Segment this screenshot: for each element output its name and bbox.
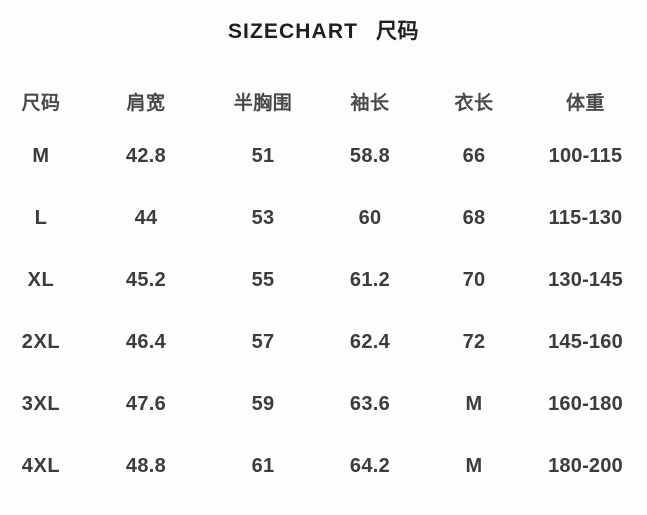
cell-size: M <box>32 144 50 167</box>
cell-sleeve: 63.6 <box>349 392 391 415</box>
cell-size: XL <box>27 268 55 291</box>
cell-shoulder: 48.8 <box>125 454 167 477</box>
cell-shoulder: 45.2 <box>125 268 167 291</box>
cell-length: M <box>465 392 483 415</box>
cell-weight: 180-200 <box>548 454 623 477</box>
column-header-sleeve: 袖长 <box>350 93 390 114</box>
page-title-cjk: 尺码 <box>376 20 420 43</box>
column-header-weight: 体重 <box>565 93 605 114</box>
cell-half-chest: 61 <box>251 454 275 477</box>
cell-length: M <box>465 454 483 477</box>
size-chart-table: 尺码 肩宽 半胸围 袖长 衣长 体重 M 42.8 51 58.8 66 100… <box>0 78 647 497</box>
column-header-size: 尺码 <box>21 93 61 114</box>
table-row: L 44 53 60 68 115-130 <box>0 187 647 249</box>
cell-half-chest: 59 <box>251 392 275 415</box>
cell-length: 72 <box>462 330 486 353</box>
column-header-half-chest: 半胸围 <box>233 93 293 114</box>
cell-size: L <box>34 206 48 229</box>
cell-half-chest: 51 <box>251 144 275 167</box>
cell-shoulder: 46.4 <box>125 330 167 353</box>
table-row: 2XL 46.4 57 62.4 72 145-160 <box>0 311 647 373</box>
column-header-shoulder: 肩宽 <box>126 93 166 114</box>
table-row: 3XL 47.6 59 63.6 M 160-180 <box>0 373 647 435</box>
cell-shoulder: 44 <box>134 206 158 229</box>
cell-sleeve: 61.2 <box>349 268 391 291</box>
cell-weight: 130-145 <box>548 268 623 291</box>
table-header-row: 尺码 肩宽 半胸围 袖长 衣长 体重 <box>0 78 647 125</box>
cell-length: 70 <box>462 268 486 291</box>
cell-shoulder: 47.6 <box>125 392 167 415</box>
table-row: 4XL 48.8 61 64.2 M 180-200 <box>0 435 647 497</box>
cell-half-chest: 53 <box>251 206 275 229</box>
table-row: M 42.8 51 58.8 66 100-115 <box>0 125 647 187</box>
page-title-latin: SIZECHART <box>227 20 359 43</box>
cell-size: 4XL <box>21 454 61 477</box>
cell-weight: 115-130 <box>548 206 623 229</box>
cell-sleeve: 60 <box>358 206 382 229</box>
cell-length: 66 <box>462 144 486 167</box>
table-row: XL 45.2 55 61.2 70 130-145 <box>0 249 647 311</box>
cell-half-chest: 55 <box>251 268 275 291</box>
cell-size: 3XL <box>21 392 61 415</box>
page-title: SIZECHART 尺码 <box>0 15 647 45</box>
cell-weight: 160-180 <box>548 392 623 415</box>
cell-size: 2XL <box>21 330 61 353</box>
cell-half-chest: 57 <box>251 330 275 353</box>
cell-sleeve: 62.4 <box>349 330 391 353</box>
cell-sleeve: 58.8 <box>349 144 391 167</box>
cell-shoulder: 42.8 <box>125 144 167 167</box>
cell-weight: 100-115 <box>548 144 623 167</box>
cell-weight: 145-160 <box>548 330 623 353</box>
cell-length: 68 <box>462 206 486 229</box>
column-header-length: 衣长 <box>454 93 494 114</box>
cell-sleeve: 64.2 <box>349 454 391 477</box>
